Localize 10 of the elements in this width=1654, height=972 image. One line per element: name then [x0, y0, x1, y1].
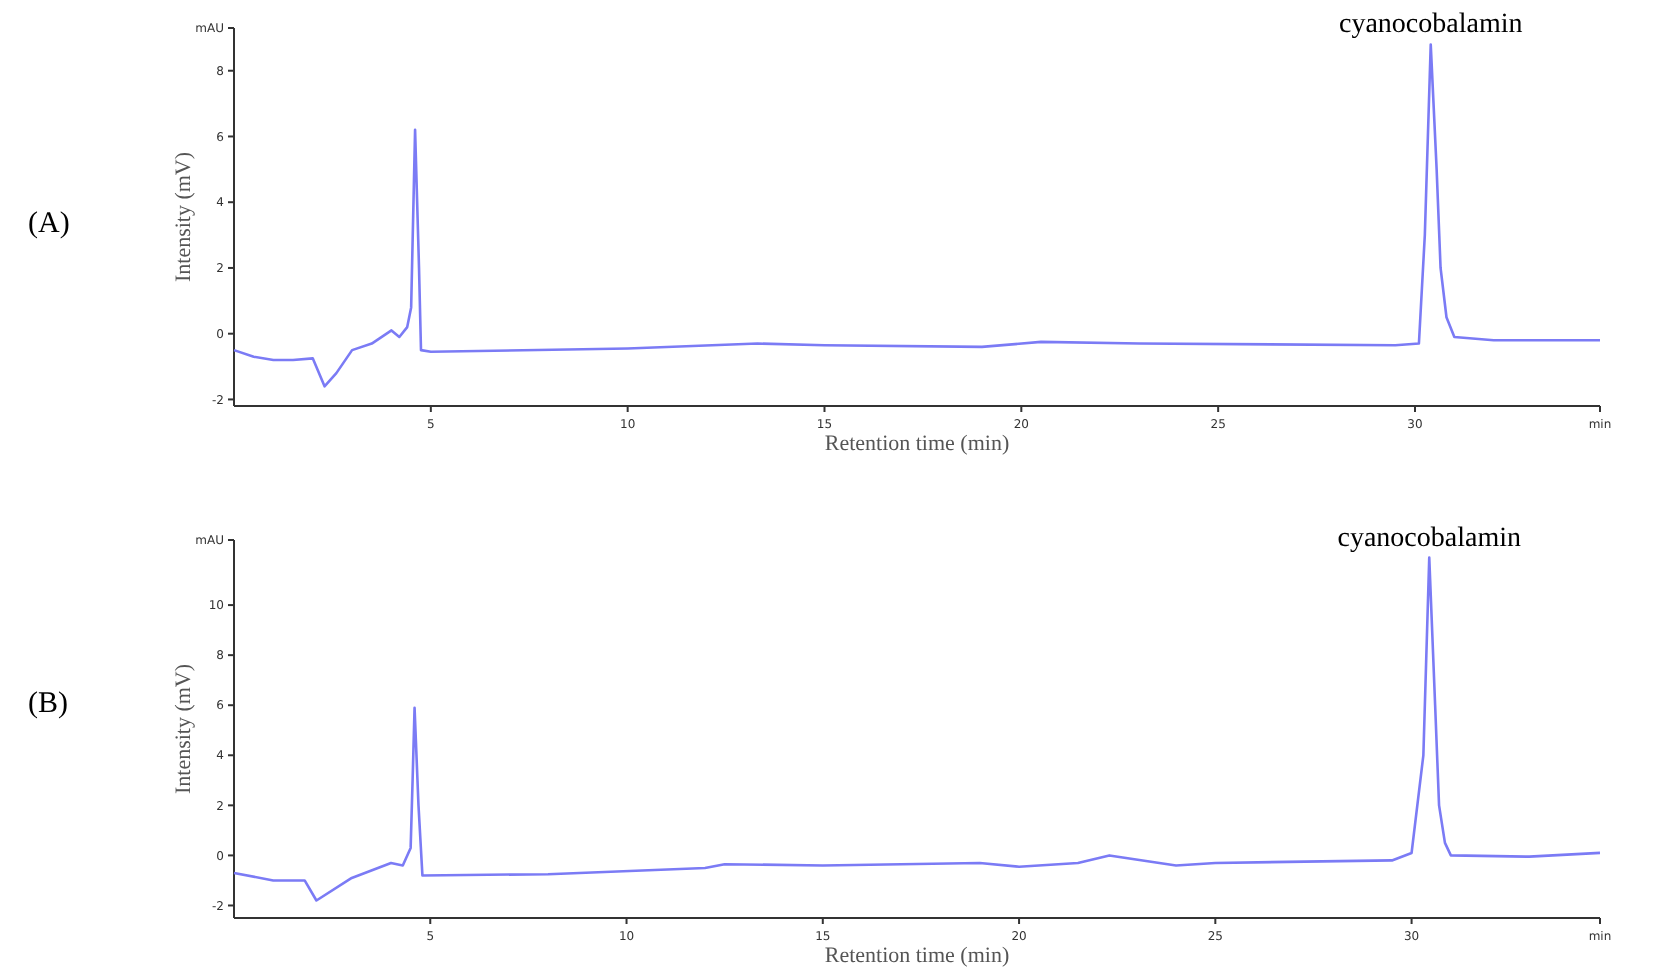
line-series [232, 556, 1602, 902]
y-axis-title: Intensity (mV) [172, 151, 196, 283]
line-series [232, 43, 1602, 388]
annotation: cyanocobalamin [1337, 523, 1521, 554]
text: (B) [28, 688, 68, 720]
x-axis-title: Retention time (min) [824, 432, 1010, 456]
annotation: cyanocobalamin [1338, 10, 1523, 41]
y-axis-title: Intensity (mV) [172, 663, 196, 795]
text: (A) [28, 208, 70, 240]
x-axis-title: Retention time (min) [824, 944, 1010, 968]
